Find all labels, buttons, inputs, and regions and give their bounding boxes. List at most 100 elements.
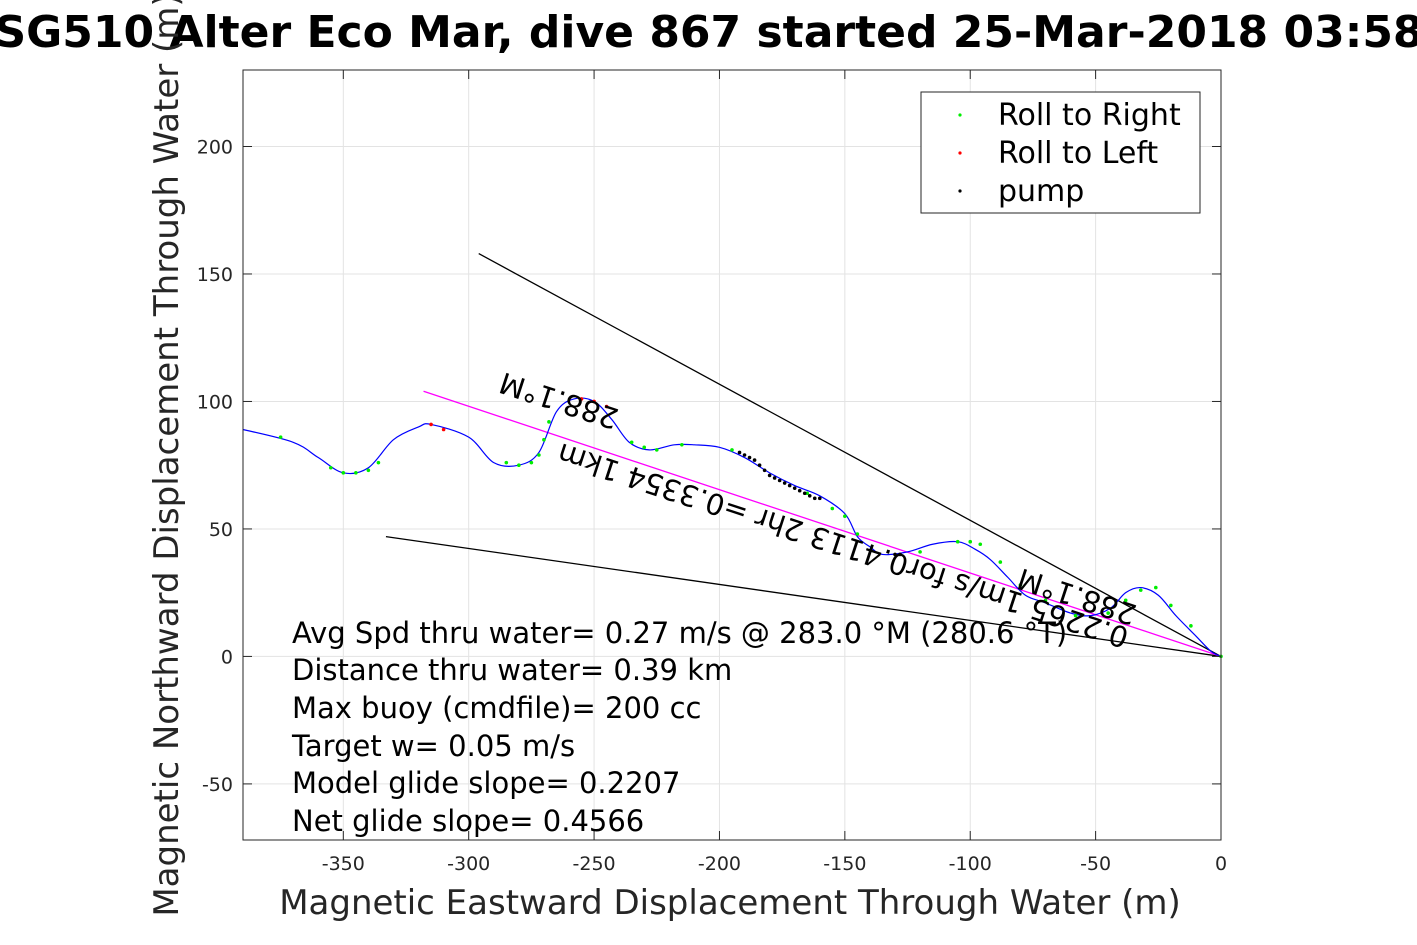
roll-right-point xyxy=(642,445,647,450)
roll-right-point xyxy=(328,465,333,470)
pump-point xyxy=(782,481,787,485)
pump-point xyxy=(817,496,822,501)
pump-point xyxy=(777,478,782,483)
roll-right-point xyxy=(978,542,983,547)
y-tick-label: 50 xyxy=(209,519,233,541)
roll-right-point xyxy=(998,560,1003,564)
heading-line xyxy=(423,390,1222,658)
y-axis-label: Magnetic Northward Displacement Through … xyxy=(147,0,187,917)
pump-point xyxy=(792,486,797,490)
roll-right-point xyxy=(366,468,371,473)
pump-point xyxy=(752,458,757,462)
pump-point xyxy=(772,476,777,480)
x-axis-label: Magnetic Eastward Displacement Through W… xyxy=(279,883,1181,923)
x-tick-label: -150 xyxy=(823,853,866,875)
roll-right-point xyxy=(1043,598,1048,603)
y-tick-label: 0 xyxy=(221,646,233,668)
cone-upper-line xyxy=(478,253,1222,657)
y-tick-label: -50 xyxy=(202,774,233,796)
x-tick-label: -50 xyxy=(1080,853,1111,875)
roll-right-point xyxy=(968,539,973,544)
roll-left-point xyxy=(441,427,446,432)
x-tick-label: -250 xyxy=(573,853,616,875)
roll-right-point xyxy=(830,506,835,511)
roll-right-point xyxy=(730,448,734,452)
stat-net-glide: Net glide slope= 0.4566 xyxy=(292,804,644,838)
roll-right-point xyxy=(537,453,541,457)
pump-point xyxy=(747,455,752,460)
roll-right-point xyxy=(629,440,634,445)
roll-right-point xyxy=(504,460,509,465)
roll-right-point xyxy=(354,471,358,475)
legend: Roll to Right Roll to Left pump xyxy=(920,91,1201,214)
stats-block: Avg Spd thru water= 0.27 m/s @ 283.0 °M … xyxy=(291,616,1067,838)
x-tick-label: -350 xyxy=(322,853,365,875)
legend-label-roll-right: Roll to Right xyxy=(998,98,1181,133)
stat-target-w: Target w= 0.05 m/s xyxy=(291,729,575,763)
pump-point xyxy=(767,473,772,478)
roll-right-point xyxy=(278,435,283,439)
y-tick-label: 200 xyxy=(197,136,233,158)
roll-right-point xyxy=(1073,613,1078,618)
stat-distance: Distance thru water= 0.39 km xyxy=(292,653,732,687)
roll-right-point xyxy=(1154,585,1158,590)
pump-point xyxy=(807,493,812,498)
roll-left-point xyxy=(592,399,596,404)
pump-point xyxy=(797,488,802,493)
roll-right-point xyxy=(1018,583,1023,587)
x-tick-label: -200 xyxy=(698,853,741,875)
roll-left-point xyxy=(429,422,433,427)
legend-label-pump: pump xyxy=(998,174,1084,209)
axis-ticks: -350 -300 -250 -200 -150 -100 -50 0 -50 0 50 100 150… xyxy=(197,70,1227,875)
roll-left-point xyxy=(579,397,584,401)
roll-right-point xyxy=(517,463,521,467)
stat-model-glide: Model glide slope= 0.2207 xyxy=(292,766,680,800)
roll-right-point xyxy=(1106,611,1110,615)
pump-point xyxy=(802,491,807,496)
pump-point xyxy=(757,463,762,467)
roll-right-point xyxy=(1138,588,1143,592)
pump-point xyxy=(742,453,747,457)
track-path xyxy=(242,397,1222,657)
roll-right-point xyxy=(1123,598,1128,603)
pump-point xyxy=(898,552,902,557)
roll-right-point xyxy=(955,539,960,544)
roll-right-point xyxy=(843,514,847,518)
legend-marker-roll-left xyxy=(958,151,962,155)
pump-point xyxy=(787,483,792,488)
x-tick-label: 0 xyxy=(1215,853,1227,875)
pump-point xyxy=(762,468,767,473)
y-tick-label: 100 xyxy=(197,391,233,413)
roll-right-point xyxy=(1169,603,1173,608)
y-tick-label: 150 xyxy=(197,264,233,286)
roll-right-point xyxy=(529,460,534,465)
legend-marker-roll-right xyxy=(958,113,962,117)
legend-label-roll-left: Roll to Left xyxy=(998,136,1158,171)
track-line xyxy=(242,397,1222,657)
roll-right-point xyxy=(1189,624,1193,628)
roll-right-point xyxy=(376,460,381,465)
pump-point xyxy=(893,552,897,557)
cone-lower-line xyxy=(385,535,1222,658)
roll-left-point xyxy=(604,404,609,409)
roll-right-point xyxy=(805,491,810,496)
heading-line-path xyxy=(423,390,1222,658)
roll-right-point xyxy=(918,550,922,554)
x-tick-label: -100 xyxy=(949,853,992,875)
roll-right-point xyxy=(680,443,684,447)
roll-right-point xyxy=(547,420,551,424)
roll-right-point xyxy=(341,471,346,475)
roll-right-point xyxy=(855,532,860,536)
chart-title: SG510 Alter Eco Mar, dive 867 started 25… xyxy=(0,7,1417,58)
cone-lines xyxy=(385,253,1222,658)
x-tick-label: -300 xyxy=(447,853,490,875)
stat-max-buoy: Max buoy (cmdfile)= 200 cc xyxy=(292,691,701,725)
pump-point xyxy=(812,496,817,501)
axes-frame xyxy=(242,69,1222,841)
legend-box xyxy=(920,91,1201,214)
marker-points xyxy=(278,397,1223,659)
stat-avg-speed: Avg Spd thru water= 0.27 m/s @ 283.0 °M … xyxy=(292,616,1067,650)
roll-right-point xyxy=(654,448,659,452)
roll-right-point xyxy=(542,437,546,442)
